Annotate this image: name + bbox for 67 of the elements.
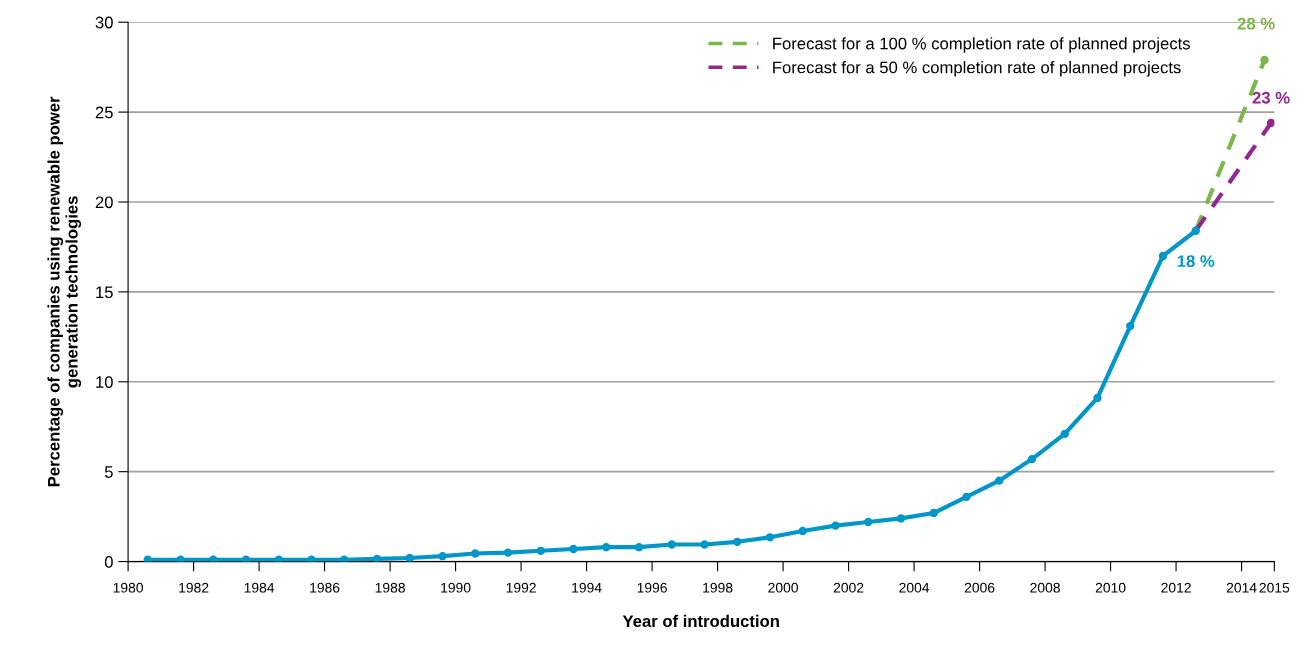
legend-label: Forecast for a 50 % completion rate of planned projects xyxy=(773,61,1181,77)
point xyxy=(1266,118,1275,128)
point xyxy=(634,543,644,552)
point xyxy=(274,555,283,562)
annotation: 28 % xyxy=(1237,17,1275,30)
x-tick-label: 1998 xyxy=(703,582,733,593)
point xyxy=(372,554,382,562)
point xyxy=(995,476,1004,485)
point xyxy=(307,555,316,562)
point xyxy=(798,526,807,536)
x-tick-label: 1984 xyxy=(244,582,275,593)
point xyxy=(1060,429,1069,439)
y-tick-label: 20 xyxy=(95,196,113,209)
point xyxy=(176,555,185,562)
point xyxy=(1093,393,1102,403)
y-tick-label: 30 xyxy=(95,16,113,29)
point xyxy=(1191,226,1200,235)
x-tick-label: 1994 xyxy=(572,582,602,593)
point xyxy=(471,549,480,558)
point xyxy=(405,553,414,562)
point xyxy=(569,544,578,554)
annotation: 23 % xyxy=(1252,91,1290,104)
x-tick-label: 1992 xyxy=(506,582,536,593)
point xyxy=(438,552,447,561)
x-tick-label: 1986 xyxy=(310,582,340,593)
legend-label: Forecast for a 100 % completion rate of planned projects xyxy=(773,37,1190,53)
point xyxy=(602,543,611,552)
x-tick-label: 2002 xyxy=(833,582,864,593)
x-tick-label: 1982 xyxy=(179,582,209,593)
x-tick-label: 1990 xyxy=(441,582,471,593)
point xyxy=(864,517,873,527)
x-tick-label: 1980 xyxy=(113,582,143,593)
point xyxy=(503,548,513,557)
point xyxy=(1260,55,1269,65)
x-tick-label: 2006 xyxy=(964,582,995,593)
y-axis-title: Percentage of companies using renewable power generation technologies xyxy=(47,96,82,487)
point xyxy=(209,555,218,562)
x-tick-label: 2008 xyxy=(1030,582,1060,593)
y-tick-label: 25 xyxy=(95,106,113,119)
point xyxy=(896,514,906,523)
y-tick-label: 0 xyxy=(104,555,113,568)
point xyxy=(733,537,742,546)
point xyxy=(765,533,775,542)
y-tick-label: 5 xyxy=(104,466,113,478)
point xyxy=(700,540,709,549)
x-tick-label: 2010 xyxy=(1095,582,1126,593)
point xyxy=(1027,454,1037,464)
x-tick-label: 2015 xyxy=(1259,582,1290,593)
x-tick-label: 1996 xyxy=(637,582,667,593)
x-tick-label: 2014 xyxy=(1226,582,1257,593)
point xyxy=(1158,251,1168,261)
point xyxy=(929,508,938,518)
x-tick-label: 1988 xyxy=(375,582,405,593)
point xyxy=(340,555,349,562)
x-tick-label: 2012 xyxy=(1161,582,1191,593)
point xyxy=(1126,321,1135,331)
point xyxy=(962,492,971,502)
point xyxy=(143,555,152,562)
point xyxy=(667,540,676,549)
point xyxy=(536,546,545,555)
y-tick-label: 15 xyxy=(96,286,113,299)
point xyxy=(831,521,840,530)
y-tick-label: 10 xyxy=(96,376,113,388)
annotation: 18 % xyxy=(1177,255,1215,268)
x-tick-label: 2000 xyxy=(768,582,798,593)
x-tick-label: 2004 xyxy=(899,582,930,593)
x-axis-title: Year of introduction xyxy=(622,614,779,628)
